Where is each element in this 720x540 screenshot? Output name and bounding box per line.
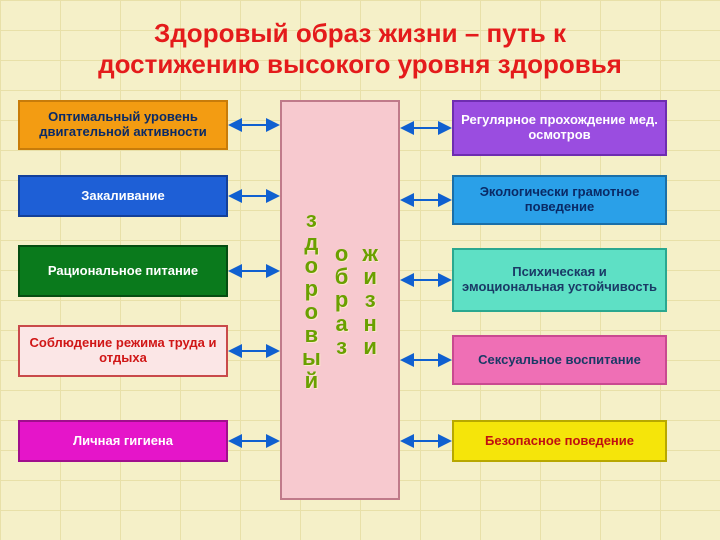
right-node-label-1: Экологически грамотное поведение (460, 185, 659, 215)
center-concept-box: здоровый образ жизни (280, 100, 400, 500)
center-vertical-text: здоровый образ жизни (302, 208, 378, 393)
left-node-4: Личная гигиена (18, 420, 228, 462)
right-node-label-4: Безопасное поведение (485, 434, 634, 449)
left-node-2: Рациональное питание (18, 245, 228, 297)
title-line2: достижению высокого уровня здоровья (0, 49, 720, 80)
center-word-1: образ (335, 242, 349, 357)
right-node-2: Психическая и эмоциональная устойчивость (452, 248, 667, 312)
left-node-3: Соблюдение режима труда и отдыха (18, 325, 228, 377)
right-node-label-3: Сексуальное воспитание (478, 353, 641, 368)
right-node-3: Сексуальное воспитание (452, 335, 667, 385)
left-node-0: Оптимальный уровень двигательной активно… (18, 100, 228, 150)
center-word-2: жизни (362, 242, 378, 357)
left-node-label-1: Закаливание (81, 189, 164, 204)
title-line1: Здоровый образ жизни – путь к (0, 18, 720, 49)
left-node-label-0: Оптимальный уровень двигательной активно… (26, 110, 220, 140)
left-node-label-3: Соблюдение режима труда и отдыха (26, 336, 220, 366)
right-node-1: Экологически грамотное поведение (452, 175, 667, 225)
page-title: Здоровый образ жизни – путь к достижению… (0, 18, 720, 80)
left-node-label-4: Личная гигиена (73, 434, 173, 449)
right-node-label-2: Психическая и эмоциональная устойчивость (460, 265, 659, 295)
left-node-1: Закаливание (18, 175, 228, 217)
right-node-4: Безопасное поведение (452, 420, 667, 462)
center-word-0: здоровый (302, 208, 321, 393)
right-node-0: Регулярное прохождение мед. осмотров (452, 100, 667, 156)
right-node-label-0: Регулярное прохождение мед. осмотров (460, 113, 659, 143)
left-node-label-2: Рациональное питание (48, 264, 198, 279)
